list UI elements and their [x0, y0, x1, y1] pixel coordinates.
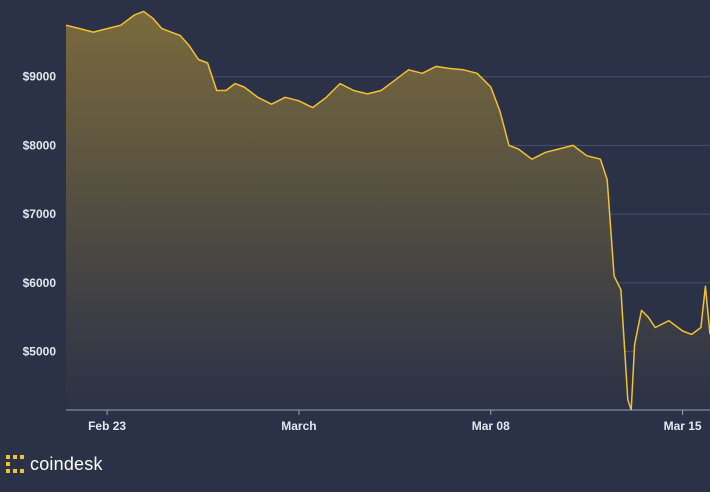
price-area: [66, 11, 710, 411]
y-tick-label: $7000: [23, 207, 57, 221]
x-tick-label: Feb 23: [88, 419, 126, 433]
area-layer: [66, 11, 710, 411]
coindesk-logo-icon: [6, 455, 24, 473]
brand-name: coindesk: [30, 453, 103, 474]
x-tick-label: March: [281, 419, 316, 433]
x-axis: Feb 23 March Mar 08 Mar 15: [88, 410, 702, 433]
brand-logo[interactable]: coindesk: [6, 452, 103, 476]
y-tick-label: $5000: [23, 345, 57, 359]
line-layer: [65, 10, 710, 411]
price-line: [65, 10, 710, 411]
y-tick-label: $9000: [23, 70, 57, 84]
x-tick-label: Mar 08: [472, 419, 510, 433]
x-tick-label: Mar 15: [664, 419, 702, 433]
y-tick-label: $6000: [23, 276, 57, 290]
y-axis: $9000 $8000 $7000 $6000 $5000: [23, 70, 57, 359]
y-tick-label: $8000: [23, 138, 57, 152]
